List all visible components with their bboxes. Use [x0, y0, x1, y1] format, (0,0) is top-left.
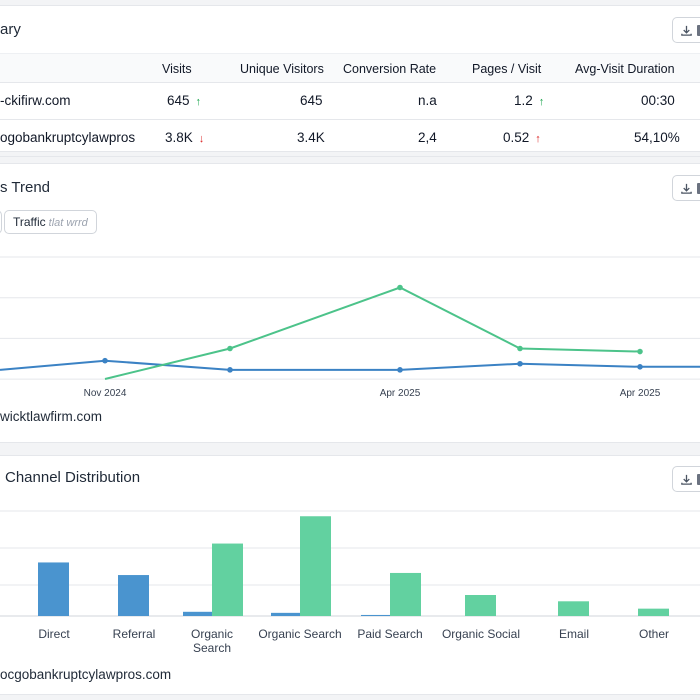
chip-sublabel: tlat wrrd [48, 217, 88, 229]
left-chip-edge[interactable] [0, 210, 2, 234]
traffic-trend-chart: Nov 2024 Apr 2025 Apr 2025 [0, 256, 700, 399]
bar-green-7 [638, 608, 669, 616]
bar-green-6 [558, 601, 589, 616]
visits-value: 645 ↑ [167, 93, 202, 108]
download-label-stub [697, 473, 700, 485]
category-label: Paid Search [357, 627, 422, 641]
bar-green-4 [390, 572, 421, 616]
col-pages-per-visit: Pages / Visit [472, 62, 542, 76]
chip-label: Traffic [13, 215, 46, 229]
traffic-metric-chip[interactable]: Traffic tlat wrrd [4, 210, 97, 234]
pages-per-visit-value: 0.52 ↑ [503, 130, 541, 145]
trend-up-icon: ↑ [195, 96, 202, 108]
col-conversion-rate: Conversion Rate [343, 62, 437, 76]
unique-visitors-value: 3.4K [297, 130, 325, 145]
summary-download-button[interactable] [672, 17, 700, 43]
col-avg-visit-duration: Avg-Visit Duration [575, 62, 675, 76]
trend-site-caption: wicktlawfirm.com [0, 409, 103, 424]
site-name[interactable]: ogobankruptcylawpros [0, 130, 136, 145]
category-label: Organic [191, 627, 233, 641]
bar-blue-1 [118, 575, 149, 616]
data-point-green [227, 345, 233, 352]
category-label: Referral [113, 627, 156, 641]
download-label-stub [697, 24, 700, 36]
bar-green-2 [212, 543, 243, 616]
channel-site-caption: ocgobankruptcylawpros.com [0, 667, 172, 682]
category-label: Organic Social [442, 627, 520, 641]
conversion-rate-value: n.a [418, 93, 437, 108]
trend-up-red-icon: ↑ [535, 133, 541, 145]
visits-value: 3.8K ↓ [165, 130, 205, 145]
summary-card: ary Visits Unique Visitors Conversion Ra… [0, 5, 700, 157]
bar-green-3 [300, 516, 331, 616]
trend-card: s Trend Traffic tlat wrrd Nov 2024 Apr 202… [0, 163, 700, 443]
unique-visitors-value: 645 [300, 93, 323, 108]
avg-visit-duration-value: 54,10% [634, 130, 680, 145]
category-label: Organic Search [258, 627, 341, 641]
bar-green-5 [465, 595, 496, 616]
trend-up-icon: ↑ [538, 96, 545, 108]
data-point-blue [227, 367, 233, 373]
data-point-green [397, 284, 403, 291]
trend-title: s Trend [0, 179, 51, 196]
channel-title: Channel Distribution [5, 469, 141, 486]
data-point-blue [637, 364, 643, 370]
summary-title: ary [0, 21, 21, 38]
data-point-green [517, 345, 523, 352]
table-row[interactable]: ogobankruptcylawpros 3.8K ↓ 3.4K 2,4 0.52… [0, 120, 700, 157]
summary-table-header: Visits Unique Visitors Conversion Rate P… [0, 53, 700, 83]
download-label-stub [697, 182, 700, 194]
data-point-blue [397, 367, 403, 373]
conversion-rate-value: 2,4 [418, 130, 437, 145]
pages-per-visit-value: 1.2 ↑ [514, 93, 545, 108]
data-point-green [637, 348, 643, 355]
bar-blue-2 [183, 611, 214, 616]
trend-download-button[interactable] [672, 175, 700, 201]
category-label: Other [639, 627, 669, 641]
x-tick-label: Nov 2024 [84, 388, 127, 399]
site-name[interactable]: -ckifirw.com [0, 93, 71, 108]
x-tick-label: Apr 2025 [380, 388, 421, 399]
bar-blue-4 [361, 614, 392, 616]
category-label: Email [559, 627, 589, 641]
bar-blue-0 [38, 562, 69, 616]
channel-download-button[interactable] [672, 466, 700, 492]
category-label: Direct [38, 627, 70, 641]
col-visits: Visits [162, 62, 192, 76]
category-label: Search [193, 641, 231, 655]
avg-visit-duration-value: 00:30 [641, 93, 675, 108]
col-unique-visitors: Unique Visitors [240, 62, 324, 76]
x-tick-label: Apr 2025 [620, 388, 661, 399]
download-icon [681, 183, 692, 194]
channel-card: Channel Distribution Direct Referral Organ… [0, 455, 700, 695]
data-point-blue [517, 360, 523, 367]
bar-blue-3 [271, 612, 302, 616]
data-point-blue [102, 357, 108, 364]
download-icon [681, 474, 692, 485]
table-row[interactable]: -ckifirw.com 645 ↑ 645 n.a 1.2 ↑ 00:30 [0, 83, 700, 120]
download-icon [681, 25, 692, 36]
trend-down-icon: ↓ [198, 133, 205, 145]
